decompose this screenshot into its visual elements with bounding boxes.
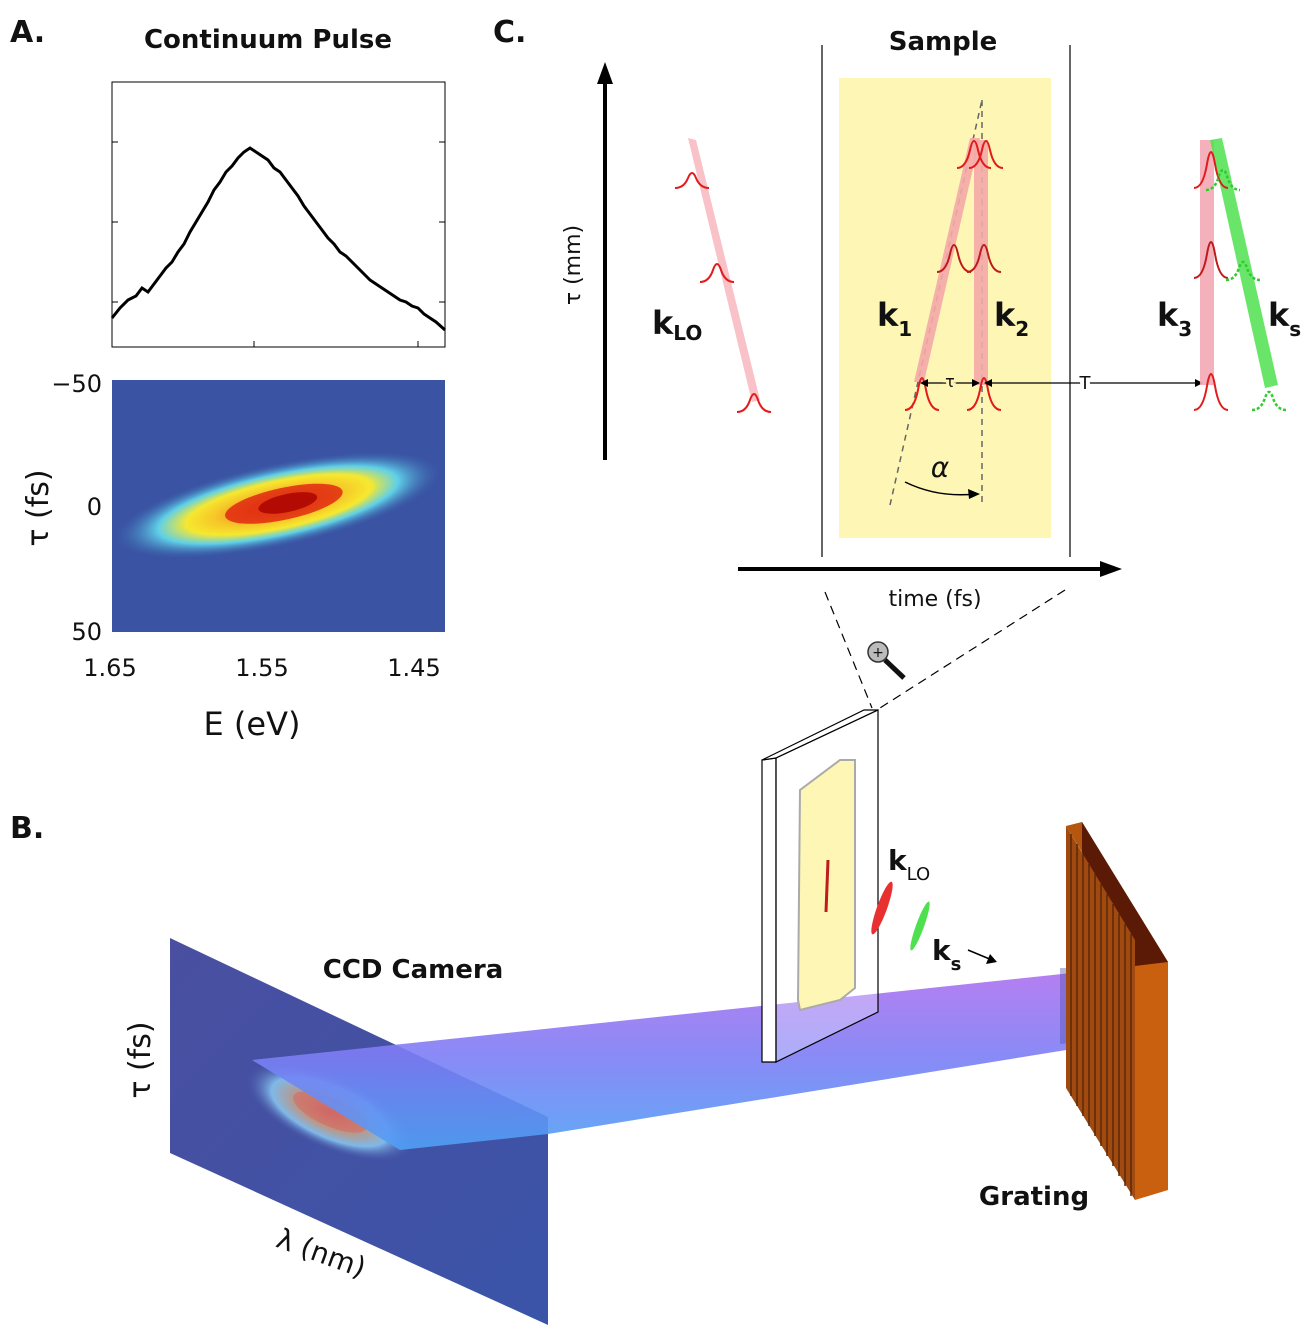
T-arrowhead-right	[1195, 379, 1203, 387]
k2-pulse-bot	[966, 377, 1002, 411]
heatmap-y-tick-bot: 50	[71, 618, 102, 646]
k3-pulse-top	[1193, 151, 1229, 189]
k1-band	[914, 138, 980, 382]
grating-groove-lines	[1070, 834, 1132, 1196]
c-x-axis-arrowhead	[1100, 561, 1122, 577]
heatmap-y-tick-mid: 0	[87, 493, 102, 521]
grating-side	[1135, 962, 1168, 1200]
alpha-arc	[904, 481, 976, 496]
c-x-axis-label: time (fs)	[888, 587, 981, 612]
k3-pulse-bot	[1193, 373, 1229, 411]
k2-label: k2	[994, 296, 1029, 341]
klo-pulse-top	[674, 172, 710, 189]
k3-pulse-mid	[1193, 241, 1229, 279]
tau-arrowhead-right	[972, 379, 980, 387]
ks-pulse-bot	[1251, 390, 1287, 412]
heatmap-y-tick-top: −50	[51, 370, 102, 398]
k1-pulse-top	[956, 140, 992, 169]
klo-band	[688, 138, 760, 402]
heatmap-x-tick-2: 1.55	[235, 654, 288, 682]
ks-label: ks	[1268, 296, 1301, 341]
panel-c-letter: C.	[493, 15, 526, 50]
k1-label: k1	[877, 296, 912, 341]
klo-label: kLO	[652, 304, 702, 345]
spectrum-ticks	[112, 141, 445, 347]
heatmap-x-tick-1: 1.65	[83, 654, 136, 682]
klo-pulse-bot	[736, 393, 772, 413]
magnifier-icon: +	[867, 641, 906, 680]
ks-pulse-mid	[1225, 260, 1261, 282]
alpha-arc-arrowhead	[968, 489, 980, 499]
ks-band	[1210, 138, 1278, 388]
ccd-spot	[246, 1062, 414, 1162]
k1-pulse-bot	[904, 377, 940, 411]
k2-pulse-mid	[966, 244, 1002, 273]
heatmap-x-tick-3: 1.45	[387, 654, 440, 682]
klo-pulse-mid	[699, 263, 735, 283]
beam-ks-marker	[910, 901, 930, 951]
ks-pulse-top	[1205, 168, 1241, 192]
c-y-axis-arrowhead	[597, 62, 613, 84]
k3-label: k3	[1157, 296, 1192, 341]
zoom-line-left	[824, 591, 873, 709]
panel-a-letter: A.	[10, 15, 45, 50]
beam-klo-label: kLO	[888, 844, 930, 885]
heatmap-x-label: E (eV)	[204, 705, 301, 743]
beam-ks-arrow	[967, 949, 993, 961]
ccd-y-label: τ (fs)	[123, 1021, 158, 1098]
tau-arrowhead-left	[920, 379, 928, 387]
k2-pulse-top	[968, 140, 1004, 169]
panel-a-title: Continuum Pulse	[144, 25, 392, 55]
grating-label: Grating	[979, 1182, 1089, 1212]
zoom-line-right	[879, 589, 1066, 709]
svg-text:+: +	[872, 645, 884, 661]
ccd-label: CCD Camera	[323, 955, 504, 985]
heatmap-y-label: τ (fs)	[21, 469, 56, 546]
T-mark: T	[1079, 373, 1092, 394]
spectrum-curve	[110, 146, 446, 332]
beam	[252, 967, 1128, 1150]
k2-band	[974, 140, 988, 385]
sample-region	[839, 78, 1051, 538]
c-y-axis-label: τ (mm)	[561, 225, 586, 305]
k1-pulse-mid	[936, 244, 972, 273]
alpha-mark: α	[931, 451, 950, 484]
cuvette-red-streak	[824, 859, 830, 913]
beam-klo-marker	[871, 881, 893, 935]
spectrum-frame	[111, 81, 446, 348]
cuvette-side	[761, 757, 777, 1063]
tau-mark: τ	[945, 372, 955, 391]
beam-ks-label: ks	[932, 934, 961, 975]
sample-title: Sample	[889, 27, 998, 57]
k3-band	[1200, 140, 1214, 385]
panel-b-letter: B.	[10, 811, 44, 846]
heatmap-blob	[111, 450, 445, 560]
T-arrowhead-left	[984, 379, 992, 387]
beam-ks-arrowhead	[986, 954, 997, 964]
